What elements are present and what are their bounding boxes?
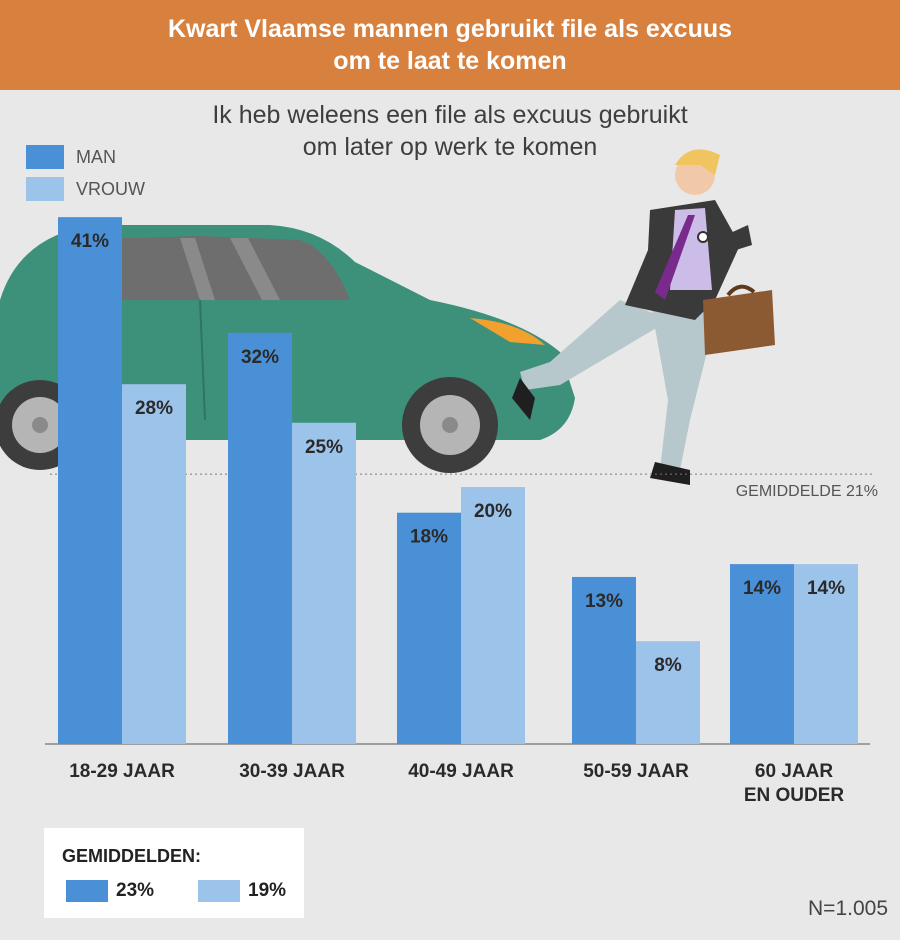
average-swatch-man <box>66 880 108 902</box>
average-man: 23% <box>66 880 154 902</box>
legend-swatch-vrouw <box>26 177 64 201</box>
legend-label-man: MAN <box>76 146 116 167</box>
bar-man-0 <box>58 217 122 744</box>
data-label-man-1: 32% <box>241 347 279 368</box>
labels-layer: 41% 32% 18% 13% 14% 28% 25% 20% 8% 14% 18-29 JAAR 3… <box>69 231 845 806</box>
data-label-vrouw-1: 25% <box>305 437 343 458</box>
x-tick-label-1-0: 30-39 JAAR <box>239 761 345 782</box>
bar-vrouw-1 <box>292 422 356 744</box>
data-label-vrouw-2: 20% <box>474 501 512 522</box>
averages-title: GEMIDDELDEN: <box>62 846 201 866</box>
chart-title-line1: Kwart Vlaamse mannen gebruikt file als e… <box>167 15 733 43</box>
average-value-man: 23% <box>116 880 155 901</box>
data-label-vrouw-3: 8% <box>654 655 682 676</box>
bar-vrouw-3 <box>636 641 700 744</box>
businessman-illustration <box>512 149 775 485</box>
bar-man-2 <box>397 512 461 744</box>
data-label-man-3: 13% <box>585 591 623 612</box>
bar-vrouw-4 <box>794 564 858 744</box>
chart-title-line2: om te laat te komen <box>333 47 567 75</box>
legend-item-vrouw: VROUW <box>26 177 145 201</box>
x-tick-label-2-0: 40-49 JAAR <box>408 761 514 782</box>
sample-size: N=1.005 <box>808 897 888 920</box>
data-label-vrouw-0: 28% <box>135 398 173 419</box>
legend-item-man: MAN <box>26 145 116 169</box>
average-vrouw: 19% <box>198 880 286 902</box>
average-swatch-vrouw <box>198 880 240 902</box>
bar-man-1 <box>228 332 292 744</box>
subtitle-line1: Ik heb weleens een file als excuus gebru… <box>212 101 688 129</box>
bar-man-3 <box>572 576 636 744</box>
averages-box: GEMIDDELDEN: 23% 19% <box>44 828 304 918</box>
x-tick-label-3-0: 50-59 JAAR <box>583 761 689 782</box>
average-value-vrouw: 19% <box>248 880 287 901</box>
legend-label-vrouw: VROUW <box>76 178 145 199</box>
data-label-man-4: 14% <box>743 578 781 599</box>
average-line-label: GEMIDDELDE 21% <box>735 483 878 500</box>
x-tick-label-4-1: EN OUDER <box>744 785 845 806</box>
header-banner: Kwart Vlaamse mannen gebruikt file als e… <box>0 0 900 90</box>
chart-subtitle: Ik heb weleens een file als excuus gebru… <box>150 99 750 163</box>
legend-swatch-man <box>26 145 64 169</box>
subtitle-line2: om later op werk te komen <box>302 133 598 161</box>
data-label-man-0: 41% <box>71 231 109 252</box>
x-tick-label-0-0: 18-29 JAAR <box>69 761 175 782</box>
bar-vrouw-2 <box>461 487 525 744</box>
data-label-man-2: 18% <box>410 527 448 548</box>
bar-man-4 <box>730 564 794 744</box>
bars-layer <box>45 217 875 745</box>
bar-vrouw-0 <box>122 384 186 744</box>
x-tick-label-4-0: 60 JAAR <box>755 761 833 782</box>
data-label-vrouw-4: 14% <box>807 578 845 599</box>
